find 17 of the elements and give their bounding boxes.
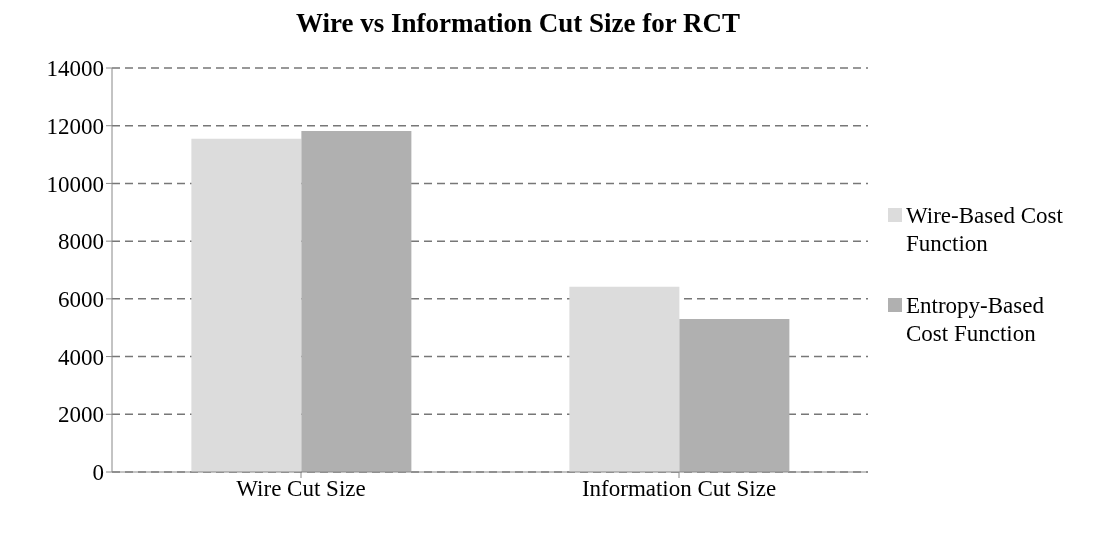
x-tick-label: Information Cut Size — [581, 476, 777, 502]
y-tick-label: 0 — [92, 460, 104, 486]
bar — [679, 319, 790, 472]
y-tick-label: 14000 — [46, 56, 104, 82]
y-tick-label: 10000 — [46, 171, 104, 197]
bar — [191, 138, 302, 472]
bar — [569, 286, 680, 472]
chart-title: Wire vs Information Cut Size for RCT — [295, 8, 741, 40]
y-tick-label: 12000 — [46, 113, 104, 139]
legend-label: Wire-Based Cost Function — [906, 202, 1064, 258]
legend-label: Entropy-Based Cost Function — [906, 292, 1045, 348]
x-tick-label: Wire Cut Size — [236, 476, 366, 502]
y-tick-label: 4000 — [58, 344, 104, 370]
bar — [301, 130, 412, 472]
y-tick-label: 8000 — [58, 229, 104, 255]
y-tick-label: 6000 — [58, 287, 104, 313]
y-tick-label: 2000 — [58, 402, 104, 428]
